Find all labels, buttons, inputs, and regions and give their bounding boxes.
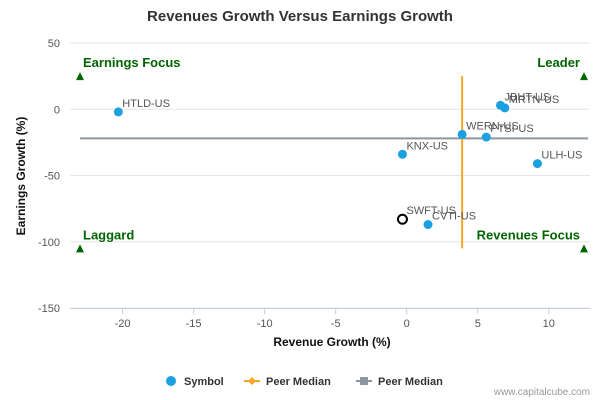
quadrant-label-revenues-focus: Revenues Focus	[477, 227, 580, 242]
data-point-ulh-us	[532, 159, 542, 169]
legend: Symbol Peer Median Peer Median	[166, 376, 443, 388]
legend-peer-median-horizontal-marker	[360, 377, 368, 385]
legend-label-symbol: Symbol	[184, 376, 224, 388]
x-tick-label: 5	[475, 318, 481, 330]
y-tick-label: -100	[38, 237, 60, 249]
x-axis-title: Revenue Growth (%)	[273, 335, 390, 349]
x-tick-label: 10	[543, 318, 555, 330]
data-point-wern-us	[457, 129, 467, 139]
data-point-ptsi-us	[481, 132, 491, 142]
legend-peer-median-vertical-marker	[248, 377, 256, 385]
legend-label-peer-median-vertical: Peer Median	[266, 376, 331, 388]
data-label-mrtn-us: MRTN-US	[509, 94, 560, 106]
x-tick-label: -20	[115, 318, 131, 330]
y-tick-label: -50	[44, 171, 60, 183]
x-tick-label: -10	[257, 318, 273, 330]
x-tick-label: 0	[404, 318, 410, 330]
y-tick-label: -150	[38, 303, 60, 315]
legend-label-peer-median-horizontal: Peer Median	[378, 376, 443, 388]
data-label-wern-us: WERN-US	[466, 120, 519, 132]
grid	[70, 42, 590, 309]
data-label-ptsi-us: PTSI-US	[490, 123, 533, 135]
data-label-cvti-us: CVTI-US	[432, 211, 476, 223]
y-axis-title: Earnings Growth (%)	[14, 117, 28, 236]
data-label-jbht-us: JBHT-US	[504, 91, 550, 103]
axes: 500-50-100-150-20 -15 -10 -5 0 5 10	[38, 38, 590, 330]
data-label-ulh-us: ULH-US	[541, 150, 582, 162]
legend-symbol-marker	[166, 376, 176, 386]
triangle-marker-top-right	[580, 72, 588, 81]
data-label-swft-us: SWFT-US	[406, 205, 456, 217]
triangle-marker-top-left	[76, 72, 84, 81]
x-tick-label: -15	[186, 318, 202, 330]
quadrant-label-earnings-focus: Earnings Focus	[83, 55, 181, 70]
data-label-htld-us: HTLD-US	[122, 98, 170, 110]
data-point-htld-us	[113, 107, 123, 117]
quadrant-label-laggard: Laggard	[83, 227, 134, 242]
chart-title: Revenues Growth Versus Earnings Growth	[147, 8, 453, 25]
data-label-knx-us: KNX-US	[406, 140, 448, 152]
triangle-marker-bottom-right	[580, 244, 588, 253]
credit-text: www.capitalcube.com	[493, 387, 590, 398]
peer-median-lines	[80, 76, 588, 249]
x-tick-label: -5	[331, 318, 341, 330]
y-tick-label: 50	[48, 38, 60, 50]
triangle-marker-bottom-left	[76, 244, 84, 253]
data-point-swft-us	[396, 213, 408, 225]
data-point-knx-us	[397, 149, 407, 159]
quadrant-labels: Earnings Focus Leader Laggard Revenues Focu…	[76, 55, 588, 253]
data-point-cvti-us	[423, 220, 433, 230]
quadrant-label-leader: Leader	[537, 55, 580, 70]
data-point-mrtn-us	[500, 103, 510, 113]
y-tick-label: 0	[54, 104, 60, 116]
